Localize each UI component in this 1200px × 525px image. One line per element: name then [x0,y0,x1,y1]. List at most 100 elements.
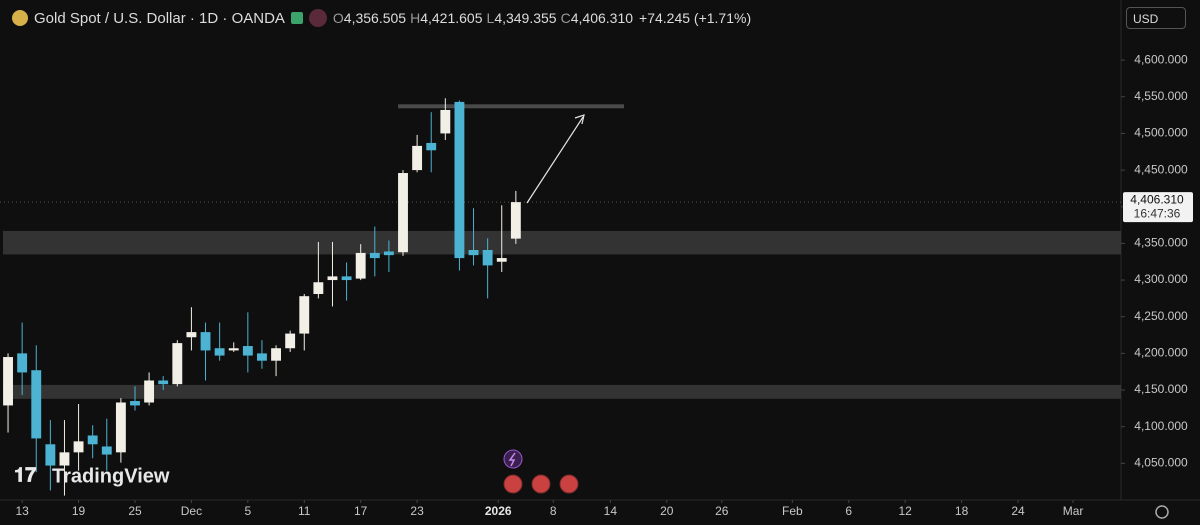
candle-body [482,250,493,266]
candle-body [369,252,380,259]
x-tick-label: 11 [298,504,311,518]
indicator-icon[interactable] [308,9,327,27]
y-tick-label: 4,150.000 [1134,382,1188,396]
x-tick-label: 2026 [485,504,512,518]
candle-body [468,250,479,256]
symbol-icon [12,10,28,26]
candle-body [510,202,521,239]
y-tick-label: 4,300.000 [1134,272,1188,286]
candle-body [313,282,324,294]
candle-body [158,380,169,385]
ohlc-value: 4,406.310 [570,10,634,26]
x-tick-label: Dec [181,504,202,518]
x-tick-label: 20 [660,504,674,518]
candle-body [242,346,253,356]
us-flag-icon[interactable] [531,474,551,494]
x-tick-label: 14 [604,504,618,518]
settings-icon[interactable] [1155,505,1169,519]
x-tick-label: 25 [128,504,142,518]
ohlc-value: 4,356.505 [343,10,407,26]
ohlc-value: 4,421.605 [420,10,483,26]
ohlc: O 4,356.505 H 4,421.605 L 4,349.355 C 4,406.310… [333,10,751,26]
y-tick-label: 4,500.000 [1134,126,1188,140]
x-tick-label: 12 [898,504,912,518]
x-tick-label: 13 [15,504,29,518]
support-zone [3,230,1121,255]
candle-body [440,109,451,134]
x-tick-label: 8 [550,504,557,518]
candle-body [383,251,394,256]
x-tick-label: Feb [782,504,803,518]
candle-body [186,332,197,338]
candle-body [73,441,84,453]
y-tick-label: 4,550.000 [1134,89,1188,103]
x-tick-label: 19 [72,504,86,518]
candle-body [228,348,239,351]
x-tick-label: 18 [955,504,969,518]
candle-body [3,357,13,406]
last-price-badge [1123,192,1193,223]
watermark-logo: 𝟏𝟕 [14,464,36,486]
y-tick-label: 4,050.000 [1134,456,1188,470]
x-tick-label: 23 [410,504,424,518]
y-tick-label: 4,100.000 [1134,419,1188,433]
us-flag-icon[interactable] [559,474,579,494]
candle-body [45,444,56,466]
symbol-title: Gold Spot / U.S. Dollar · 1D · OANDA [34,9,285,27]
y-tick-label: 4,350.000 [1134,236,1188,250]
event-icon-bolt [508,452,516,467]
x-tick-label: 24 [1011,504,1025,518]
resistance-line [398,104,624,109]
candle-body [17,353,28,373]
trend-arrow-head [574,114,585,125]
candle-body [271,348,281,361]
y-tick-label: 4,250.000 [1134,309,1188,323]
x-tick-label: 5 [244,504,251,518]
us-flag-icon[interactable] [503,474,523,494]
candle-body [257,353,267,361]
candle-body [172,343,183,385]
candle-body [144,380,155,403]
candle-body [426,142,437,151]
flag-icon[interactable] [290,12,303,24]
watermark: TradingView [52,465,170,487]
candle-body [200,332,211,351]
currency-selector[interactable]: USD [1126,7,1186,29]
x-tick-label: 17 [354,504,368,518]
change: +74.245 (+1.71%) [639,10,752,26]
candle-body [496,258,507,262]
candle-body [398,173,408,253]
ohlc-value: 4,349.355 [494,10,557,26]
x-tick-label: 26 [715,504,729,518]
candle-body [214,348,225,356]
last-price-label: 4,406.310 [1130,192,1184,206]
y-tick-label: 4,450.000 [1134,162,1188,176]
candle-body [130,401,140,406]
support-zone [3,384,1121,399]
x-tick-label: 6 [845,504,852,518]
ohlc-key: O [332,10,344,26]
trend-arrow [526,116,584,204]
candle-body [299,296,310,334]
candle-body [115,402,126,453]
candle-body [87,435,98,445]
countdown: 16:47:36 [1134,206,1181,220]
event-icon[interactable] [503,449,523,469]
ohlc-key: C [560,10,571,26]
candle-body [59,452,70,466]
candle-body [412,145,423,171]
ohlc-key: H [410,10,421,26]
header: Gold Spot / U.S. Dollar · 1D · OANDA O 4,… [12,8,751,28]
candle-body [341,276,352,281]
ohlc-key: L [486,10,495,26]
x-tick-label: Mar [1063,504,1084,518]
candle-body [355,252,366,279]
candle-body [454,101,465,259]
candle-body [285,333,296,349]
y-tick-label: 4,200.000 [1134,346,1188,360]
y-tick-label: 4,600.000 [1134,52,1188,66]
candle-body [31,370,42,439]
candle-body [101,446,112,455]
